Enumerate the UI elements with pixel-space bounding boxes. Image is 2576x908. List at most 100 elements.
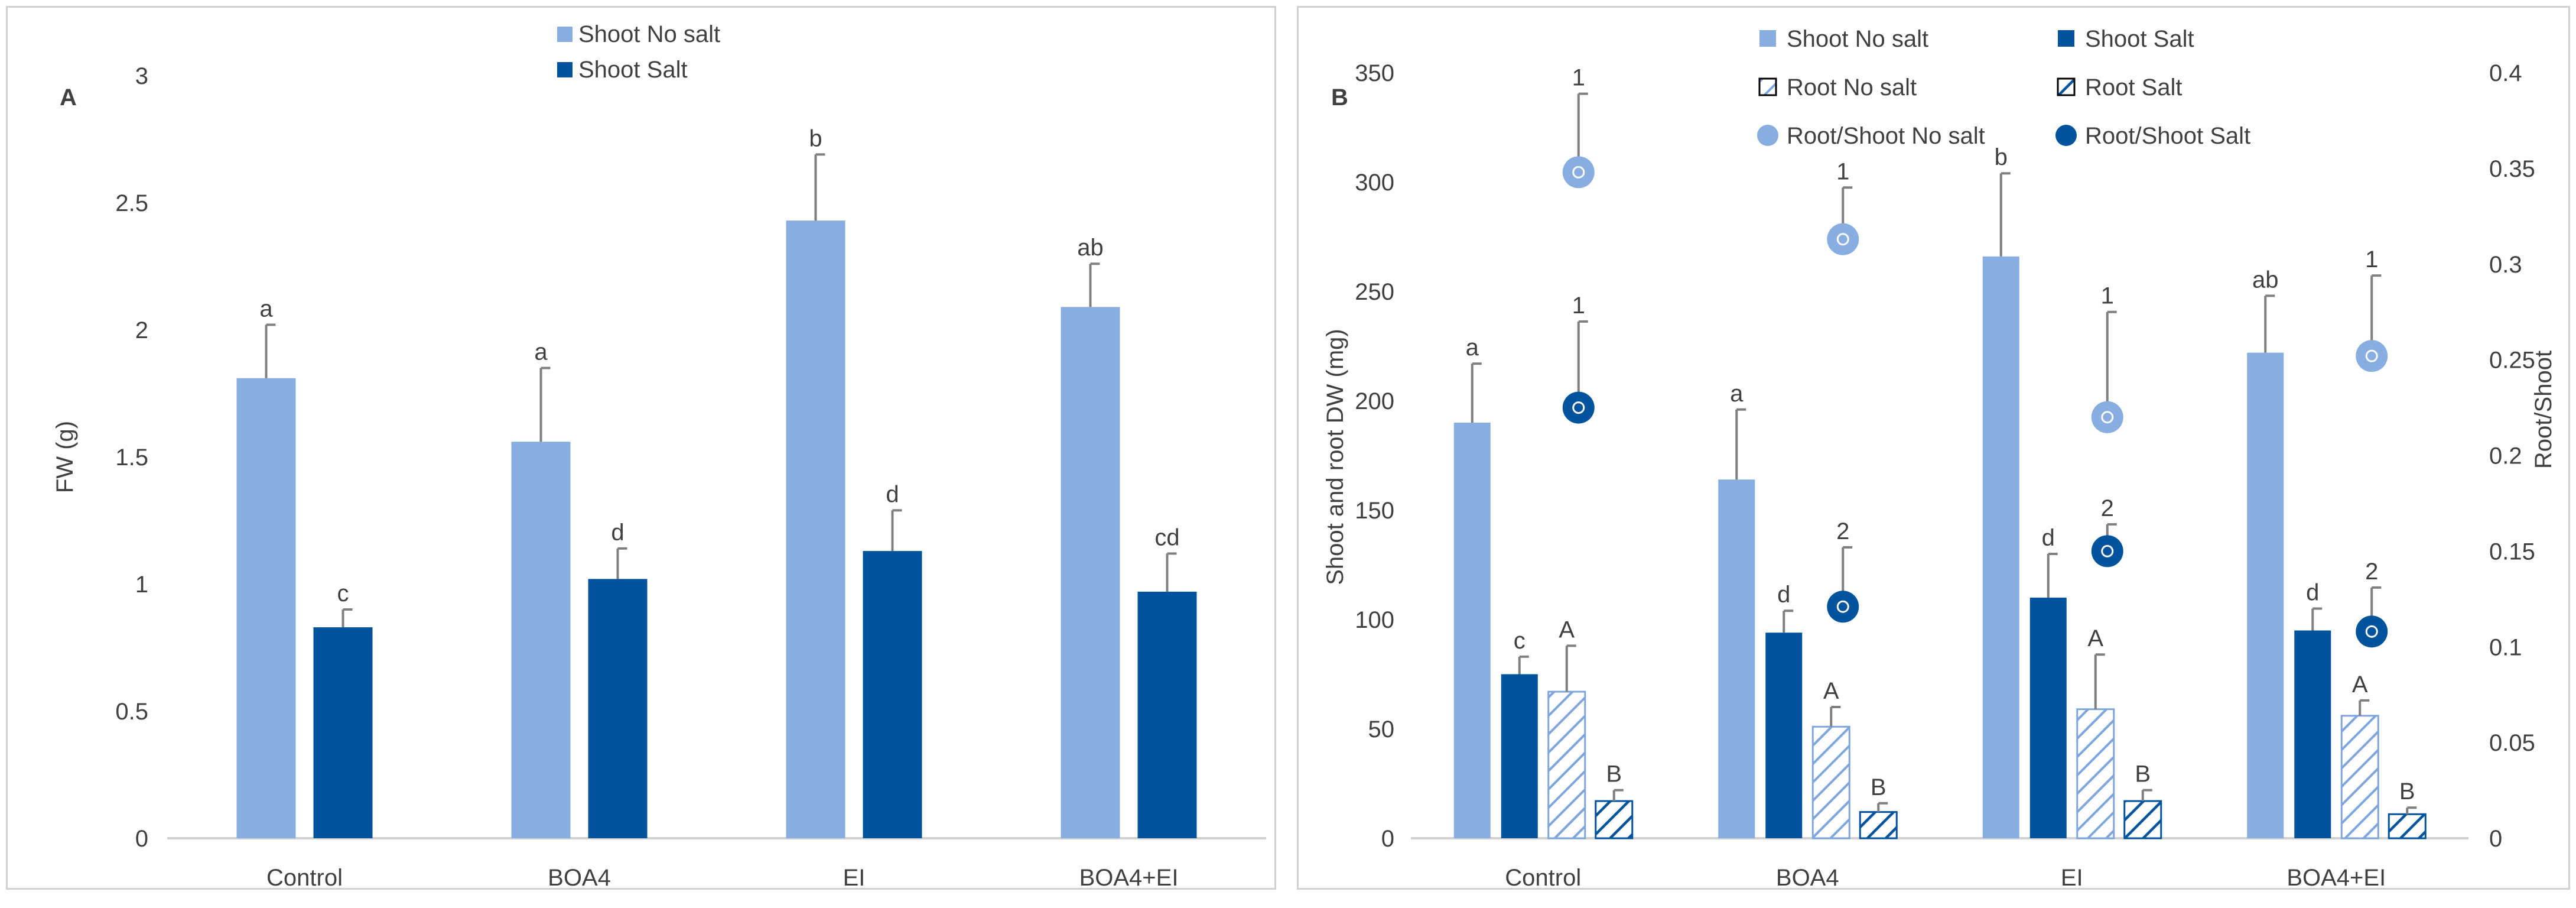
- legend-marker: [1757, 125, 1778, 146]
- ratio-significance-label: 2: [2365, 559, 2378, 585]
- ratio-significance-label: 1: [2365, 247, 2378, 273]
- significance-letter: d: [2306, 580, 2319, 606]
- panel-a: A 0 0.5 1 1.5 2 2.5 3 FW (g) Control a c BOA4 a d EI b d B…: [6, 6, 1276, 891]
- ratio-marker: [2356, 615, 2388, 648]
- significance-letter: ab: [1077, 235, 1104, 261]
- bar: [2294, 630, 2331, 838]
- bar: [1811, 725, 1850, 839]
- y-tick-label: 3: [135, 63, 148, 89]
- x-tick-label: EI: [843, 865, 866, 891]
- panel-label: A: [60, 85, 77, 111]
- y2-tick-label: 0.4: [2489, 60, 2522, 86]
- significance-letter: A: [1823, 678, 1839, 704]
- significance-letter: a: [1730, 381, 1744, 407]
- y-tick-label: 1: [135, 572, 148, 598]
- ratio-marker-center: [2101, 411, 2114, 424]
- legend-label: Root/Shoot Salt: [2085, 123, 2250, 149]
- legend-label: Shoot No salt: [578, 21, 720, 47]
- y2-tick-label: 0.2: [2489, 443, 2522, 469]
- significance-letter: d: [886, 481, 899, 507]
- y-tick-label: 0.5: [115, 699, 148, 725]
- x-tick-label: EI: [2061, 865, 2083, 891]
- y-tick-label: 1.5: [115, 445, 148, 471]
- y2-tick-label: 0.1: [2489, 634, 2522, 660]
- y-tick-label: 150: [1355, 498, 1394, 524]
- legend-swatch: [557, 62, 573, 77]
- bar: [1547, 690, 1586, 839]
- y-tick-label: 50: [1368, 716, 1395, 742]
- significance-letter: B: [1871, 774, 1887, 800]
- legend-label: Root/Shoot No salt: [1787, 123, 1985, 149]
- ratio-marker-center: [1836, 233, 1849, 246]
- ratio-significance-label: 1: [2101, 283, 2114, 309]
- significance-letter: B: [2135, 761, 2151, 787]
- y2-axis-label: Root/Shoot: [2531, 351, 2557, 469]
- y2-tick-label: 0.05: [2489, 730, 2535, 756]
- y-axis-label: Shoot and root DW (mg): [1322, 329, 1348, 585]
- significance-letter: ab: [2252, 267, 2279, 293]
- y2-tick-label: 0: [2489, 826, 2502, 852]
- bar: [786, 220, 845, 839]
- significance-letter: B: [1606, 761, 1622, 787]
- y-tick-label: 0: [135, 826, 148, 852]
- ratio-marker: [2091, 535, 2123, 568]
- ratio-significance-label: 2: [1836, 518, 1849, 544]
- bar: [236, 378, 296, 838]
- panel-label: B: [1331, 85, 1348, 111]
- significance-letter: d: [611, 520, 624, 546]
- chart-a-svg: A 0 0.5 1 1.5 2 2.5 3 FW (g) Control a c BOA4 a d EI b d B…: [52, 21, 1266, 891]
- significance-letter: b: [809, 125, 822, 151]
- bar: [1859, 811, 1898, 839]
- significance-letter: cd: [1154, 524, 1179, 550]
- bar: [1982, 256, 2019, 838]
- ratio-marker-center: [2365, 625, 2378, 638]
- x-tick-label: Control: [266, 865, 343, 891]
- significance-letter: A: [2087, 625, 2103, 651]
- y-axis-label: FW (g): [52, 421, 78, 493]
- significance-letter: b: [1995, 144, 2008, 170]
- significance-letter: A: [2352, 672, 2368, 698]
- bar: [863, 551, 922, 838]
- y-tick-label: 200: [1355, 388, 1394, 414]
- bar: [1137, 591, 1197, 838]
- bar: [2029, 598, 2067, 838]
- legend-label: Root Salt: [2085, 74, 2183, 100]
- significance-letter: A: [1559, 617, 1575, 643]
- legend-swatch: [2058, 30, 2074, 47]
- y2-tick-label: 0.25: [2489, 348, 2535, 374]
- ratio-marker: [2091, 401, 2123, 433]
- bar: [1061, 307, 1120, 838]
- legend-label: Shoot No salt: [1787, 26, 1928, 52]
- y-tick-label: 300: [1355, 170, 1394, 196]
- y-tick-label: 2: [135, 317, 148, 343]
- x-tick-label: BOA4+EI: [2286, 865, 2386, 891]
- bar: [1718, 479, 1755, 838]
- ratio-marker-center: [2101, 544, 2114, 557]
- legend-label: Root No salt: [1787, 74, 1917, 100]
- ratio-marker-center: [2365, 349, 2378, 362]
- significance-letter: B: [2399, 779, 2415, 805]
- x-tick-label: BOA4+EI: [1079, 865, 1179, 891]
- significance-letter: c: [337, 581, 349, 607]
- ratio-marker: [1562, 391, 1595, 424]
- legend-swatch: [1759, 30, 1776, 47]
- ratio-marker: [1562, 156, 1595, 189]
- bar: [1501, 674, 1538, 838]
- bar: [1453, 423, 1491, 838]
- ratio-significance-label: 2: [2101, 495, 2114, 521]
- legend-label: Shoot Salt: [2085, 26, 2194, 52]
- legend-swatch: [1758, 77, 1777, 96]
- x-tick-label: BOA4: [1776, 865, 1839, 891]
- bar: [2340, 715, 2379, 839]
- ratio-marker-center: [1572, 166, 1585, 179]
- y-tick-label: 250: [1355, 279, 1394, 305]
- ratio-marker: [1827, 223, 1859, 255]
- bar: [313, 627, 373, 838]
- y2-tick-label: 0.3: [2489, 252, 2522, 278]
- bar: [2076, 708, 2115, 839]
- bar: [2123, 800, 2162, 839]
- ratio-marker-center: [1836, 600, 1849, 613]
- ratio-significance-label: 1: [1836, 158, 1849, 184]
- x-tick-label: BOA4: [548, 865, 611, 891]
- ratio-significance-label: 1: [1572, 293, 1585, 319]
